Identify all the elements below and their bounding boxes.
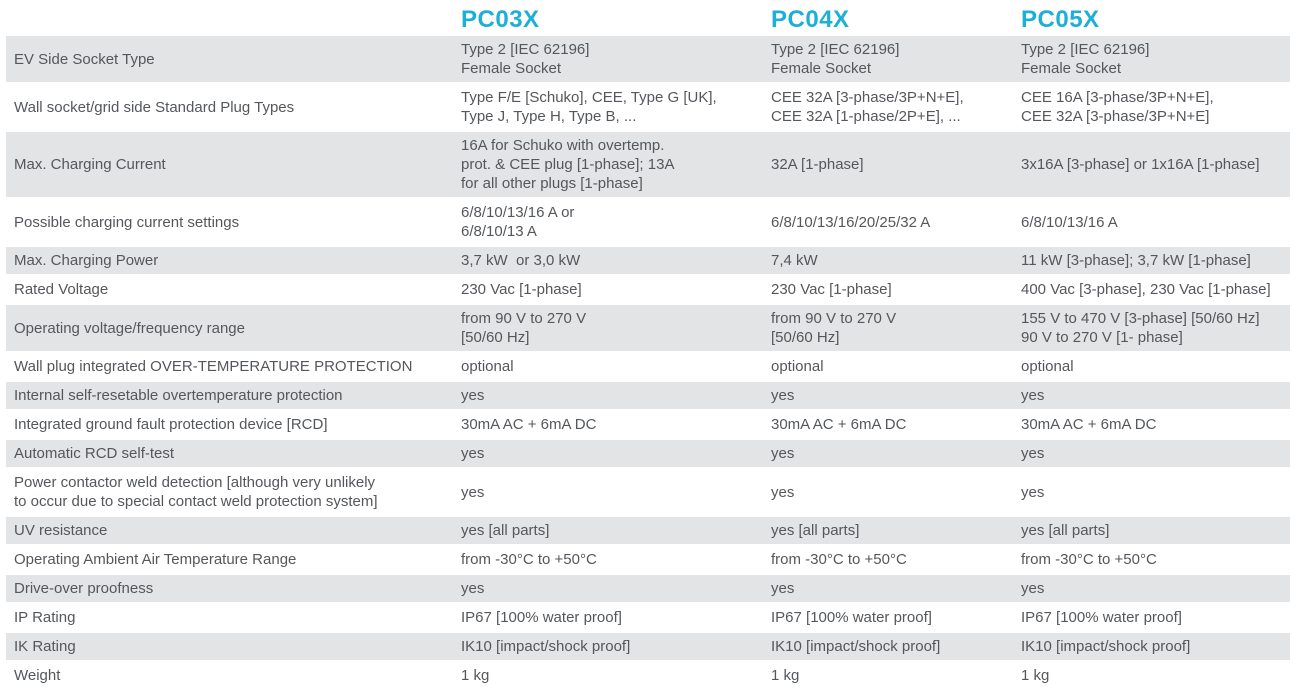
spec-value-pc05x: from -30°C to +50°C — [1021, 551, 1157, 568]
spec-value-pc03x: Type 2 [IEC 62196] Female Socket — [461, 41, 590, 77]
spec-value-pc03x: from 90 V to 270 V [50/60 Hz] — [461, 310, 587, 346]
spec-value-pc05x: yes — [1021, 483, 1045, 501]
spec-row: Drive-over proofness yes yes yes — [6, 575, 1290, 604]
spec-row: Wall plug integrated OVER-TEMPERATURE PR… — [6, 353, 1290, 382]
spec-value-pc03x: yes — [461, 580, 485, 597]
spec-value-pc04x: yes — [771, 445, 795, 462]
spec-value-pc04x: yes — [771, 483, 795, 501]
spec-label: EV Side Socket Type — [14, 50, 155, 68]
spec-value-pc03x: 16A for Schuko with overtemp. prot. & CE… — [461, 137, 675, 192]
spec-label: Automatic RCD self-test — [14, 445, 175, 462]
spec-row: Operating voltage/frequency range from 9… — [6, 305, 1290, 353]
product-header-row: PC03X PC04X PC05X — [6, 3, 1290, 33]
spec-value-pc03x: optional — [461, 358, 514, 375]
spec-value-pc04x: 230 Vac [1-phase] — [771, 281, 892, 298]
spec-label: Possible charging current settings — [14, 213, 240, 231]
spec-value-pc04x: 6/8/10/13/16/20/25/32 A — [771, 213, 931, 231]
spec-value-pc04x: CEE 32A [3-phase/3P+N+E], CEE 32A [1-pha… — [771, 89, 964, 125]
spec-value-pc04x: optional — [771, 358, 824, 375]
spec-label: Integrated ground fault protection devic… — [14, 416, 328, 433]
spec-label: Max. Charging Current — [14, 156, 166, 173]
spec-value-pc03x: IK10 [impact/shock proof] — [461, 638, 631, 655]
spec-value-pc05x: CEE 16A [3-phase/3P+N+E], CEE 32A [3-pha… — [1021, 89, 1214, 125]
spec-label: IP Rating — [14, 609, 76, 626]
spec-value-pc04x: IK10 [impact/shock proof] — [771, 638, 941, 655]
spec-label: Weight — [14, 667, 61, 684]
spec-value-pc05x: yes — [1021, 445, 1045, 462]
spec-row: Integrated ground fault protection devic… — [6, 411, 1290, 440]
spec-value-pc05x: 400 Vac [3-phase], 230 Vac [1-phase] — [1021, 281, 1271, 298]
spec-row: EV Side Socket Type Type 2 [IEC 62196] F… — [6, 36, 1290, 84]
spec-value-pc03x: from -30°C to +50°C — [461, 551, 597, 568]
spec-label: Rated Voltage — [14, 281, 109, 298]
spec-row: Wall socket/grid side Standard Plug Type… — [6, 84, 1290, 132]
spec-value-pc05x: yes — [1021, 387, 1045, 404]
spec-label: Drive-over proofness — [14, 580, 154, 597]
spec-label: Max. Charging Power — [14, 252, 159, 269]
spec-row: UV resistance yes [all parts] yes [all p… — [6, 517, 1290, 546]
spec-value-pc04x: 7,4 kW — [771, 252, 818, 269]
spec-row: Rated Voltage 230 Vac [1-phase] 230 Vac … — [6, 276, 1290, 305]
spec-value-pc04x: yes — [771, 580, 795, 597]
spec-value-pc05x: 155 V to 470 V [3-phase] [50/60 Hz] 90 V… — [1021, 310, 1260, 346]
spec-value-pc04x: 1 kg — [771, 667, 800, 684]
spec-value-pc05x: 11 kW [3-phase]; 3,7 kW [1-phase] — [1021, 252, 1251, 269]
spec-value-pc03x: 30mA AC + 6mA DC — [461, 416, 597, 433]
spec-value-pc04x: from 90 V to 270 V [50/60 Hz] — [771, 310, 897, 346]
spec-value-pc05x: Type 2 [IEC 62196] Female Socket — [1021, 41, 1150, 77]
spec-row: Operating Ambient Air Temperature Range … — [6, 546, 1290, 575]
spec-value-pc03x: 1 kg — [461, 667, 490, 684]
spec-label: Power contactor weld detection [although… — [14, 474, 378, 510]
spec-label: Operating voltage/frequency range — [14, 319, 245, 337]
spec-value-pc05x: IK10 [impact/shock proof] — [1021, 638, 1191, 655]
spec-row: Max. Charging Power 3,7 kW or 3,0 kW 7,4… — [6, 247, 1290, 276]
spec-value-pc05x: yes [all parts] — [1021, 522, 1110, 539]
spec-row: IP Rating IP67 [100% water proof] IP67 [… — [6, 604, 1290, 633]
spec-value-pc03x: yes — [461, 483, 485, 501]
spec-value-pc04x: yes [all parts] — [771, 522, 860, 539]
spec-value-pc05x: yes — [1021, 580, 1045, 597]
product-name-pc04x: PC04X — [771, 6, 850, 33]
product-name-pc05x: PC05X — [1021, 6, 1100, 33]
spec-label: Internal self-resetable overtemperature … — [14, 387, 343, 404]
spec-value-pc05x: 3x16A [3-phase] or 1x16A [1-phase] — [1021, 156, 1260, 173]
spec-label: IK Rating — [14, 638, 76, 655]
spec-value-pc03x: IP67 [100% water proof] — [461, 609, 622, 626]
spec-value-pc03x: Type F/E [Schuko], CEE, Type G [UK], Typ… — [461, 89, 717, 125]
header-spacer — [6, 29, 461, 37]
spec-value-pc05x: 6/8/10/13/16 A — [1021, 213, 1118, 231]
product-name-pc03x: PC03X — [461, 6, 540, 33]
spec-value-pc05x: optional — [1021, 358, 1074, 375]
spec-value-pc03x: yes — [461, 445, 485, 462]
spec-value-pc03x: yes [all parts] — [461, 522, 550, 539]
spec-value-pc03x: yes — [461, 387, 485, 404]
spec-value-pc04x: 30mA AC + 6mA DC — [771, 416, 907, 433]
spec-row: Automatic RCD self-test yes yes yes — [6, 440, 1290, 469]
spec-value-pc04x: 32A [1-phase] — [771, 156, 864, 173]
spec-value-pc04x: Type 2 [IEC 62196] Female Socket — [771, 41, 900, 77]
spec-row: Possible charging current settings 6/8/1… — [6, 199, 1290, 247]
spec-value-pc03x: 6/8/10/13/16 A or 6/8/10/13 A — [461, 204, 575, 240]
spec-label: Operating Ambient Air Temperature Range — [14, 551, 297, 568]
spec-value-pc05x: IP67 [100% water proof] — [1021, 609, 1182, 626]
spec-value-pc04x: IP67 [100% water proof] — [771, 609, 932, 626]
spec-rows: EV Side Socket Type Type 2 [IEC 62196] F… — [6, 36, 1290, 691]
spec-value-pc03x: 3,7 kW or 3,0 kW — [461, 252, 581, 269]
spec-row: Weight 1 kg 1 kg 1 kg — [6, 662, 1290, 691]
spec-value-pc04x: from -30°C to +50°C — [771, 551, 907, 568]
spec-value-pc05x: 1 kg — [1021, 667, 1050, 684]
spec-label: Wall plug integrated OVER-TEMPERATURE PR… — [14, 358, 413, 375]
spec-label: Wall socket/grid side Standard Plug Type… — [14, 98, 295, 116]
spec-value-pc04x: yes — [771, 387, 795, 404]
spec-row: Internal self-resetable overtemperature … — [6, 382, 1290, 411]
spec-label: UV resistance — [14, 522, 108, 539]
spec-value-pc03x: 230 Vac [1-phase] — [461, 281, 582, 298]
spec-row: Power contactor weld detection [although… — [6, 469, 1290, 517]
spec-value-pc05x: 30mA AC + 6mA DC — [1021, 416, 1157, 433]
spec-row: Max. Charging Current 16A for Schuko wit… — [6, 132, 1290, 199]
spec-row: IK Rating IK10 [impact/shock proof] IK10… — [6, 633, 1290, 662]
